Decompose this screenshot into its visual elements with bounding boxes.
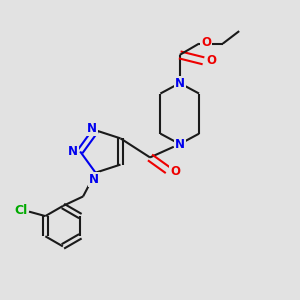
Text: O: O <box>201 36 211 49</box>
Text: N: N <box>87 122 97 135</box>
Text: O: O <box>170 165 180 178</box>
Text: N: N <box>89 173 99 186</box>
Text: N: N <box>175 76 185 90</box>
Text: N: N <box>175 138 185 151</box>
Text: O: O <box>206 54 216 67</box>
Text: N: N <box>68 145 78 158</box>
Text: Cl: Cl <box>14 204 27 217</box>
